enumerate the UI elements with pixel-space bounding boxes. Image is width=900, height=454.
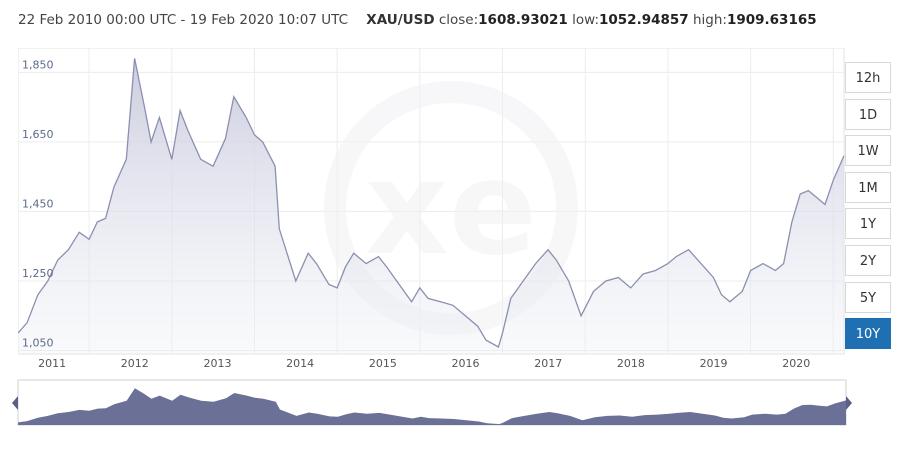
x-axis: 2011 2012 2013 2014 2015 2016 2017 2018 2019 2020 — [38, 357, 810, 370]
high-label: high: — [692, 12, 727, 28]
x-tick-label: 2016 — [452, 357, 480, 370]
close-label: close: — [438, 12, 479, 28]
navigator-area — [18, 388, 846, 425]
x-tick-label: 2018 — [617, 357, 645, 370]
x-tick-label: 2017 — [534, 357, 562, 370]
timeframe-button-1y[interactable]: 1Y — [845, 208, 891, 240]
watermark-logo: xe — [324, 81, 578, 335]
y-tick-label: 1,450 — [22, 197, 54, 210]
x-tick-label: 2014 — [286, 357, 314, 370]
x-tick-label: 2011 — [38, 357, 66, 370]
y-axis: 1,050 1,250 1,450 1,650 1,850 — [22, 58, 54, 349]
price-area — [18, 58, 844, 355]
timeframe-button-1m[interactable]: 1M — [845, 171, 891, 203]
navigator-left-handle[interactable] — [12, 396, 18, 410]
navigator-right-handle[interactable] — [846, 396, 852, 410]
timeframe-button-1w[interactable]: 1W — [845, 135, 891, 167]
high-value: 1909.63165 — [726, 12, 817, 28]
y-tick-label: 1,250 — [22, 267, 54, 280]
y-tick-label: 1,850 — [22, 58, 54, 71]
x-tick-label: 2015 — [369, 357, 397, 370]
chart-header: 22 Feb 2010 00:00 UTC - 19 Feb 2020 10:0… — [18, 12, 817, 28]
navigator[interactable] — [10, 378, 855, 428]
timeframe-button-5y[interactable]: 5Y — [845, 281, 891, 313]
timeframe-button-10y[interactable]: 10Y — [845, 318, 891, 350]
timeframe-button-1d[interactable]: 1D — [845, 98, 891, 130]
close-value: 1608.93021 — [478, 12, 568, 28]
timeframe-button-12h[interactable]: 12h — [845, 62, 891, 93]
low-value: 1052.94857 — [599, 12, 689, 28]
timeframe-button-2y[interactable]: 2Y — [845, 245, 891, 276]
x-tick-label: 2019 — [700, 357, 728, 370]
x-tick-label: 2020 — [782, 357, 810, 370]
y-tick-label: 1,650 — [22, 128, 54, 141]
y-tick-label: 1,050 — [22, 337, 54, 350]
low-label: low: — [572, 12, 599, 28]
x-tick-label: 2013 — [203, 357, 231, 370]
symbol-label: XAU/USD — [366, 12, 435, 28]
svg-text:xe: xe — [365, 132, 537, 284]
price-line — [18, 58, 845, 348]
date-range: 22 Feb 2010 00:00 UTC - 19 Feb 2020 10:0… — [18, 12, 348, 28]
x-tick-label: 2012 — [121, 357, 149, 370]
